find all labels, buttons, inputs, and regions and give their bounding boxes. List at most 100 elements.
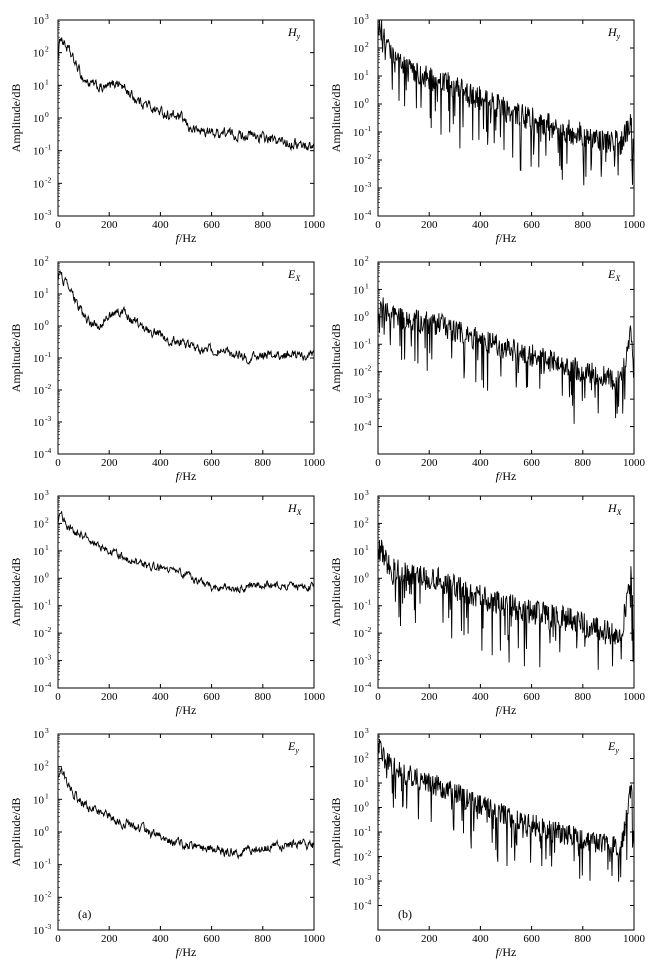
y-tick-label: 10 — [33, 925, 45, 937]
plot-frame — [57, 495, 315, 689]
x-axis-label: f/Hz — [496, 703, 517, 717]
spectrum-line — [57, 511, 315, 594]
y-tick-exponent: -2 — [45, 382, 51, 391]
x-tick-label: 200 — [101, 933, 118, 945]
y-tick-exponent: 0 — [45, 570, 49, 579]
x-tick-label: 0 — [55, 933, 61, 945]
y-tick-exponent: -4 — [45, 446, 51, 455]
panel-component-label: Ey — [607, 739, 619, 755]
y-tick-label: 10 — [353, 827, 365, 839]
y-tick-exponent: 0 — [45, 318, 49, 327]
y-tick-label: 10 — [33, 683, 45, 695]
y-tick-label: 10 — [33, 211, 45, 223]
plot-frame — [377, 261, 635, 455]
y-tick-label: 10 — [33, 48, 45, 60]
y-axis-label: Amplitude/dB — [329, 324, 343, 393]
y-tick-label: 10 — [33, 892, 45, 904]
x-axis-label: f/Hz — [176, 703, 197, 717]
y-tick-label: 10 — [353, 183, 365, 195]
y-tick-label: 10 — [33, 518, 45, 530]
y-tick-exponent: 1 — [365, 281, 369, 290]
spectrum-line — [377, 19, 635, 186]
spectrum-line — [57, 37, 315, 152]
y-tick-exponent: 0 — [365, 570, 369, 579]
y-tick-label: 10 — [353, 546, 365, 558]
y-tick-label: 10 — [33, 113, 45, 125]
y-tick-label: 10 — [33, 146, 45, 158]
y-tick-label: 10 — [33, 729, 45, 741]
x-tick-label: 800 — [255, 933, 272, 945]
y-tick-exponent: -2 — [45, 889, 51, 898]
y-tick-exponent: 3 — [365, 726, 369, 735]
y-tick-label: 10 — [353, 15, 365, 27]
y-tick-label: 10 — [353, 656, 365, 668]
y-tick-label: 10 — [33, 417, 45, 429]
x-tick-label: 1000 — [303, 691, 326, 703]
y-tick-label: 10 — [353, 339, 365, 351]
panel-component-label: Ey — [287, 739, 299, 755]
y-axis-label: Amplitude/dB — [329, 798, 343, 867]
x-tick-label: 800 — [255, 219, 272, 231]
y-tick-label: 10 — [353, 257, 365, 269]
y-tick-exponent: -2 — [365, 152, 371, 161]
y-tick-exponent: 0 — [45, 110, 49, 119]
y-tick-exponent: 3 — [365, 488, 369, 497]
y-tick-exponent: -3 — [45, 414, 51, 423]
y-tick-exponent: 2 — [365, 254, 369, 263]
y-tick-exponent: 2 — [45, 515, 49, 524]
y-tick-exponent: -1 — [45, 857, 51, 866]
x-tick-label: 1000 — [623, 691, 646, 703]
y-tick-exponent: 2 — [365, 40, 369, 49]
y-tick-exponent: 0 — [45, 824, 49, 833]
plot-frame — [57, 733, 315, 931]
x-tick-label: 0 — [375, 457, 381, 469]
x-tick-label: 600 — [203, 457, 220, 469]
x-tick-label: 800 — [575, 457, 592, 469]
y-tick-exponent: 0 — [365, 96, 369, 105]
y-tick-exponent: 2 — [365, 515, 369, 524]
y-tick-label: 10 — [33, 860, 45, 872]
y-tick-label: 10 — [33, 321, 45, 333]
plot-frame — [57, 19, 315, 217]
plot-frame — [377, 19, 635, 217]
y-tick-label: 10 — [33, 762, 45, 774]
x-tick-label: 200 — [101, 691, 118, 703]
y-axis-label: Amplitude/dB — [9, 84, 23, 153]
y-tick-label: 10 — [353, 211, 365, 223]
y-tick-exponent: 2 — [45, 254, 49, 263]
y-tick-label: 10 — [353, 573, 365, 585]
y-tick-exponent: 3 — [365, 12, 369, 21]
x-tick-label: 200 — [421, 457, 438, 469]
y-tick-label: 10 — [33, 178, 45, 190]
y-tick-label: 10 — [353, 601, 365, 613]
x-tick-label: 600 — [523, 691, 540, 703]
x-tick-label: 800 — [575, 933, 592, 945]
x-tick-label: 600 — [523, 933, 540, 945]
x-tick-label: 400 — [472, 933, 489, 945]
y-tick-exponent: -4 — [45, 680, 51, 689]
spectrum-line — [57, 767, 315, 860]
y-tick-exponent: 1 — [45, 286, 49, 295]
x-tick-label: 400 — [152, 219, 169, 231]
y-tick-exponent: 3 — [45, 488, 49, 497]
spectrum-line — [377, 539, 635, 670]
y-tick-exponent: 0 — [365, 309, 369, 318]
y-tick-exponent: -2 — [365, 849, 371, 858]
y-tick-label: 10 — [33, 546, 45, 558]
y-tick-label: 10 — [353, 754, 365, 766]
y-tick-exponent: -4 — [365, 419, 371, 428]
x-tick-label: 200 — [101, 457, 118, 469]
x-axis-label: f/Hz — [496, 469, 517, 483]
y-tick-exponent: -1 — [45, 598, 51, 607]
x-tick-label: 600 — [523, 457, 540, 469]
y-tick-exponent: 1 — [45, 791, 49, 800]
x-tick-label: 400 — [472, 691, 489, 703]
x-tick-label: 1000 — [303, 933, 326, 945]
x-tick-label: 600 — [203, 691, 220, 703]
x-tick-label: 400 — [472, 219, 489, 231]
x-tick-label: 200 — [421, 933, 438, 945]
y-tick-label: 10 — [353, 518, 365, 530]
